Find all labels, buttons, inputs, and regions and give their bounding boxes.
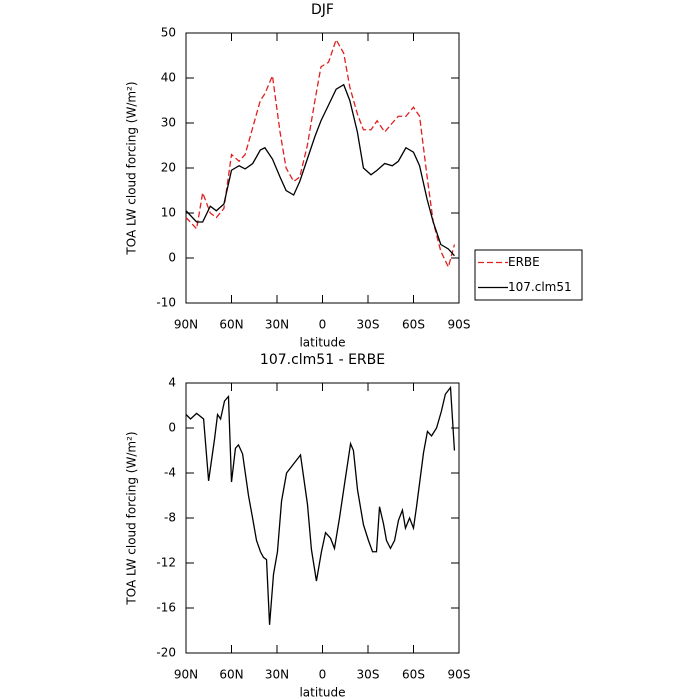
y-tick-label: 40 (161, 71, 176, 85)
legend-box (474, 249, 583, 301)
y-tick-label: -8 (164, 511, 176, 525)
y-tick-label: -20 (156, 646, 176, 660)
legend-label: 107.clm51 (508, 280, 572, 294)
x-tick-label: 90S (448, 668, 471, 682)
x-tick-label: 60N (219, 668, 243, 682)
y-tick-label: 10 (161, 206, 176, 220)
y-tick-label: 20 (161, 161, 176, 175)
x-tick-label: 30S (357, 318, 380, 332)
x-tick-label: 90S (448, 318, 471, 332)
y-axis-label: TOA LW cloud forcing (W/m²) (125, 81, 139, 255)
x-tick-label: 90N (174, 668, 198, 682)
x-axis-label: latitude (299, 686, 345, 700)
y-tick-label: 4 (168, 376, 176, 390)
legend-label: ERBE (508, 255, 540, 269)
x-tick-label: 0 (319, 668, 327, 682)
y-tick-label: -10 (156, 296, 176, 310)
x-axis-label: latitude (299, 336, 345, 350)
y-tick-label: -12 (156, 556, 176, 570)
plot-frame (185, 32, 460, 304)
data-line (185, 385, 456, 625)
chart-title: 107.clm51 - ERBE (260, 352, 385, 368)
data-line (185, 83, 455, 257)
data-line (185, 38, 456, 269)
x-tick-label: 30N (265, 318, 289, 332)
x-tick-label: 30S (357, 668, 380, 682)
y-tick-label: -4 (164, 466, 176, 480)
chart-title: DJF (311, 2, 334, 18)
x-tick-label: 60S (402, 668, 425, 682)
x-tick-label: 60N (219, 318, 243, 332)
y-axis-label: TOA LW cloud forcing (W/m²) (125, 431, 139, 605)
y-tick-label: -16 (156, 601, 176, 615)
y-tick-label: 0 (168, 251, 176, 265)
x-tick-label: 90N (174, 318, 198, 332)
y-tick-label: 0 (168, 421, 176, 435)
x-tick-label: 30N (265, 668, 289, 682)
y-tick-label: 50 (161, 26, 176, 40)
x-tick-label: 60S (402, 318, 425, 332)
y-tick-label: 30 (161, 116, 176, 130)
x-tick-label: 0 (319, 318, 327, 332)
plot-frame (185, 382, 460, 654)
